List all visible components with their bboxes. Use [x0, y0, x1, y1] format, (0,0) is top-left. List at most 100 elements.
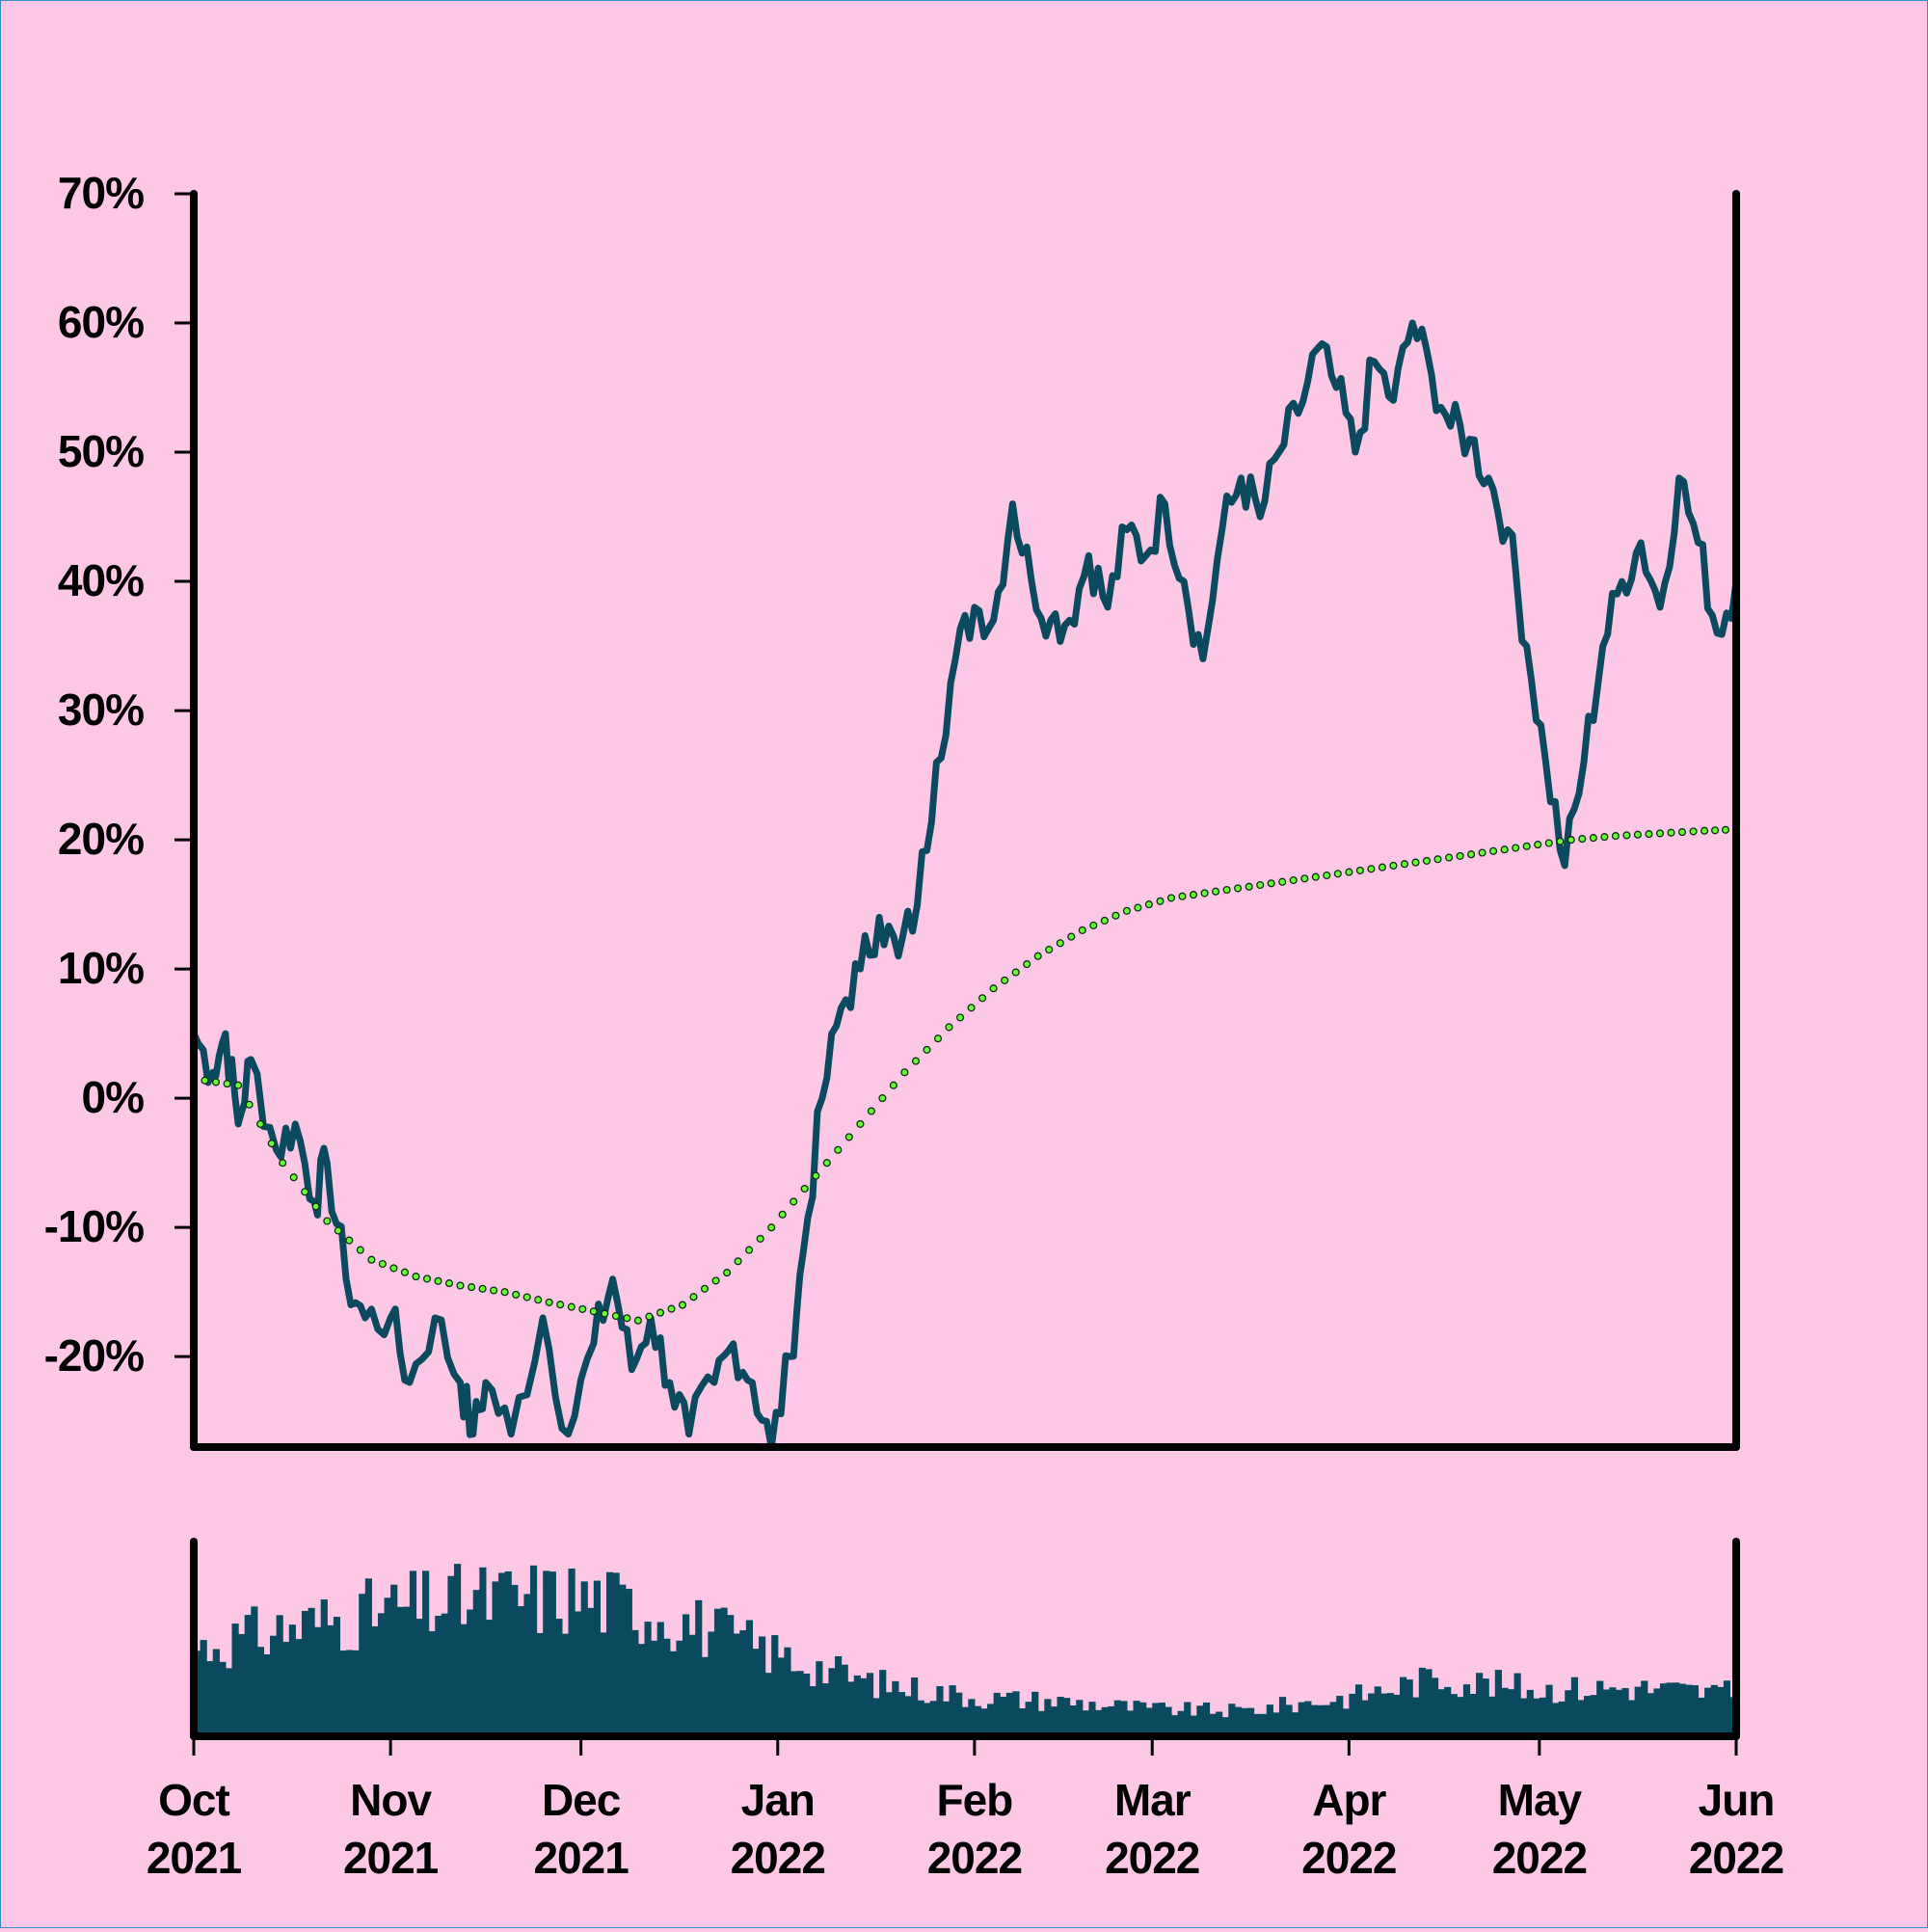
moving-average-marker: [889, 1081, 897, 1089]
moving-average-marker: [1033, 952, 1042, 960]
volume-bar: [663, 1638, 671, 1736]
volume-bar: [364, 1578, 372, 1736]
volume-bar: [200, 1640, 207, 1736]
moving-average-marker: [601, 1309, 609, 1318]
volume-bar: [701, 1656, 709, 1736]
volume-bar: [676, 1640, 683, 1736]
volume-bar: [1653, 1688, 1661, 1736]
volume-bar: [713, 1608, 722, 1736]
volume-bar: [1520, 1698, 1528, 1736]
volume-bar: [841, 1664, 848, 1736]
moving-average-marker: [1178, 892, 1187, 900]
volume-bar: [1037, 1710, 1045, 1736]
volume-bar: [1673, 1682, 1680, 1736]
volume-bar: [568, 1569, 576, 1736]
moving-average-marker: [790, 1197, 798, 1206]
x-tick-label-year: 2022: [927, 1833, 1022, 1883]
volume-bars: [194, 1564, 1737, 1736]
volume-bar: [1469, 1694, 1477, 1736]
volume-bar: [1615, 1689, 1623, 1736]
moving-average-marker: [468, 1283, 476, 1292]
volume-bar: [1152, 1703, 1160, 1736]
moving-average-marker: [434, 1276, 442, 1285]
volume-bar: [212, 1649, 220, 1736]
volume-bar: [536, 1632, 544, 1736]
volume-bar: [917, 1700, 924, 1736]
volume-bar: [1437, 1689, 1445, 1736]
moving-average-marker: [1500, 845, 1509, 854]
moving-average-marker: [589, 1307, 598, 1316]
volume-bar: [1406, 1679, 1413, 1736]
volume-bar: [308, 1607, 315, 1736]
x-tick-label-month: May: [1498, 1775, 1583, 1825]
volume-bar: [866, 1673, 874, 1736]
volume-bar: [949, 1685, 956, 1736]
volume-bar: [422, 1570, 430, 1736]
volume-bar: [1221, 1717, 1229, 1736]
volume-bar: [403, 1606, 411, 1736]
volume-bar: [206, 1661, 214, 1736]
volume-bar: [1494, 1670, 1502, 1736]
volume-bar: [1444, 1686, 1452, 1736]
volume-bar: [1698, 1697, 1705, 1736]
volume-bar: [1628, 1700, 1636, 1736]
volume-bar: [561, 1633, 570, 1736]
volume-bar: [1488, 1696, 1496, 1736]
moving-average-marker: [1700, 826, 1709, 835]
volume-bar: [777, 1657, 785, 1736]
moving-average-marker: [734, 1257, 742, 1266]
volume-bar: [1113, 1700, 1121, 1736]
moving-average-marker: [767, 1223, 776, 1232]
volume-bar: [1209, 1713, 1217, 1736]
moving-average-marker: [534, 1296, 543, 1304]
moving-average-marker: [1411, 858, 1420, 867]
volume-bar: [1400, 1677, 1407, 1736]
volume-bar: [453, 1564, 462, 1736]
volume-bar: [251, 1606, 258, 1736]
moving-average-marker: [778, 1210, 787, 1219]
moving-average-marker: [1289, 875, 1298, 885]
moving-average-marker: [1400, 860, 1409, 869]
y-tick-label: -20%: [44, 1330, 144, 1381]
moving-average-marker: [1166, 894, 1176, 902]
moving-average-series: [189, 825, 1741, 1325]
volume-bar: [853, 1675, 861, 1736]
moving-average-marker: [400, 1268, 409, 1276]
volume-bar: [435, 1615, 442, 1736]
x-tick-label-month: Jan: [741, 1775, 815, 1825]
moving-average-marker: [1600, 833, 1609, 842]
moving-average-marker: [1711, 826, 1720, 835]
moving-average-marker: [1089, 921, 1098, 929]
moving-average-marker: [667, 1304, 676, 1313]
volume-bar: [256, 1647, 265, 1736]
moving-average-marker: [378, 1259, 387, 1269]
moving-average-marker: [545, 1298, 553, 1306]
volume-bar: [942, 1701, 951, 1736]
moving-average-marker: [945, 1023, 953, 1032]
moving-average-marker: [1578, 835, 1587, 844]
moving-average-marker: [334, 1226, 342, 1235]
volume-bar: [447, 1575, 455, 1736]
volume-bar: [816, 1661, 823, 1736]
volume-bar: [885, 1692, 893, 1736]
moving-average-marker: [967, 1004, 976, 1012]
moving-average-marker: [367, 1255, 376, 1264]
volume-bar: [1012, 1691, 1020, 1736]
volume-bar: [320, 1599, 328, 1736]
volume-bar: [1501, 1687, 1509, 1736]
volume-bar: [1324, 1704, 1331, 1736]
volume-bar: [651, 1640, 658, 1736]
moving-average-marker: [1156, 897, 1165, 905]
moving-average-marker: [1144, 900, 1153, 909]
x-tick-label-year: 2022: [1689, 1833, 1783, 1883]
moving-average-marker: [245, 1100, 254, 1109]
volume-bar: [244, 1615, 252, 1736]
moving-average-marker: [1056, 939, 1064, 948]
moving-average-marker: [1355, 866, 1364, 874]
volume-bar: [479, 1567, 487, 1736]
volume-bar: [600, 1632, 607, 1736]
volume-bar: [543, 1570, 550, 1736]
moving-average-marker: [611, 1311, 620, 1321]
volume-bar: [270, 1635, 278, 1736]
moving-average-marker: [1689, 827, 1698, 836]
